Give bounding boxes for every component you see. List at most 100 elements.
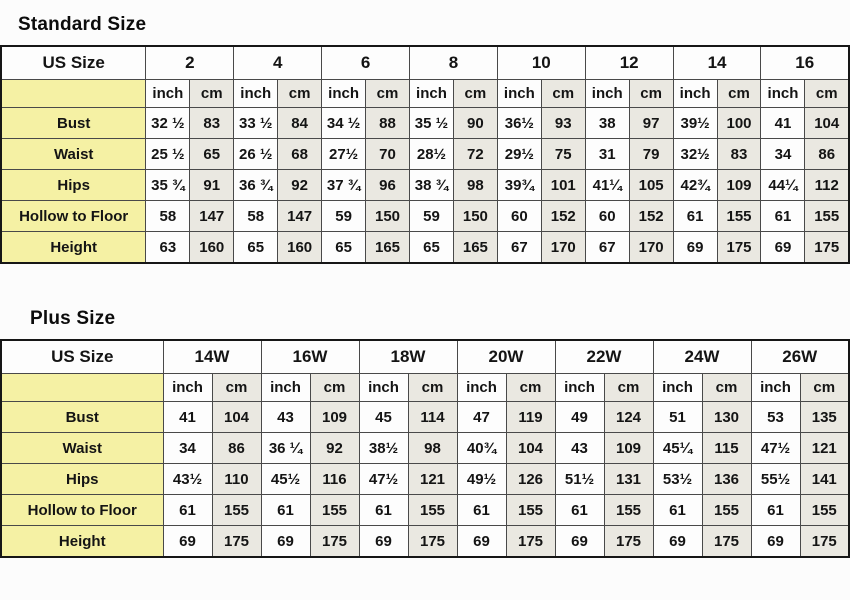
us-size-corner-cell: US Size [0,45,147,80]
unit-inch-header-cell: inch [321,79,367,108]
measurement-label-cell: Hips [0,169,147,201]
inch-value-cell: 61 [456,494,507,526]
inch-value-cell: 51½ [554,463,605,495]
inch-value-cell: 36 ¾ [233,169,279,201]
size-header-cell: 14 [672,45,762,80]
inch-value-cell: 47 [456,401,507,433]
inch-value-cell: 63 [145,231,191,264]
size-header-cell: 16 [760,45,850,80]
inch-value-cell: 32 ½ [145,107,191,139]
cm-value-cell: 104 [804,107,850,139]
inch-value-cell: 65 [408,231,454,264]
unit-cm-header-cell: cm [804,79,850,108]
cm-value-cell: 93 [540,107,586,139]
inch-value-cell: 39¾ [496,169,542,201]
inch-value-cell: 55½ [750,463,801,495]
inch-value-cell: 60 [584,200,630,232]
inch-value-cell: 27½ [321,138,367,170]
cm-value-cell: 170 [628,231,674,264]
cm-value-cell: 91 [189,169,235,201]
unit-inch-header-cell: inch [162,373,213,402]
measurement-row: Hips 43½ 110 45½ 116 47½ 121 49½ 126 51½ 131 53½ 136… [0,463,850,495]
cm-value-cell: 155 [804,200,850,232]
us-size-corner-cell: US Size [0,339,164,374]
measurement-row: Bust 41 104 43 109 45 114 47 119 49 124 51 130 53 135 [0,401,850,433]
cm-value-cell: 170 [540,231,586,264]
cm-value-cell: 175 [603,525,654,558]
size-header-cell: 12 [584,45,674,80]
cm-value-cell: 175 [804,231,850,264]
measurement-label-cell: Hollow to Floor [0,200,147,232]
inch-value-cell: 61 [750,494,801,526]
cm-value-cell: 155 [309,494,360,526]
unit-cm-header-cell: cm [365,79,410,108]
cm-value-cell: 150 [365,200,410,232]
size-header-cell: 10 [496,45,586,80]
cm-value-cell: 109 [309,401,360,433]
inch-value-cell: 69 [652,525,703,558]
inch-value-cell: 44¼ [760,169,806,201]
unit-cm-header-cell: cm [211,373,262,402]
unit-cm-header-cell: cm [505,373,556,402]
unit-inch-header-cell: inch [652,373,703,402]
inch-value-cell: 69 [456,525,507,558]
cm-value-cell: 121 [407,463,458,495]
inch-value-cell: 61 [672,200,718,232]
measurement-row: Hollow to Floor 58 147 58 147 59 150 59 150 60 152… [0,200,850,232]
cm-value-cell: 152 [540,200,586,232]
cm-value-cell: 104 [505,432,556,464]
inch-value-cell: 28½ [408,138,454,170]
cm-value-cell: 175 [309,525,360,558]
plus-size-table: US Size 14W 16W 18W 20W 22W 24W 26W inch cm inch cm… [0,339,850,558]
inch-value-cell: 49 [554,401,605,433]
cm-value-cell: 119 [505,401,556,433]
inch-value-cell: 33 ½ [233,107,279,139]
cm-value-cell: 150 [452,200,498,232]
size-header-cell: 2 [145,45,235,80]
unit-cm-header-cell: cm [277,79,323,108]
unit-inch-header-cell: inch [760,79,806,108]
inch-value-cell: 53 [750,401,801,433]
inch-value-cell: 58 [233,200,279,232]
standard-size-title: Standard Size [18,14,147,35]
size-header-cell: 26W [750,339,850,374]
unit-inch-header-cell: inch [750,373,801,402]
empty-corner-cell [0,373,164,402]
inch-value-cell: 49½ [456,463,507,495]
inch-value-cell: 43 [554,432,605,464]
inch-value-cell: 69 [672,231,718,264]
cm-value-cell: 114 [407,401,458,433]
measurement-label-cell: Bust [0,107,147,139]
cm-value-cell: 97 [628,107,674,139]
cm-value-cell: 79 [628,138,674,170]
inch-value-cell: 61 [358,494,409,526]
unit-header-row: inch cm inch cm inch cm inch cm inch cm inch cm inch… [0,79,850,108]
cm-value-cell: 155 [716,200,762,232]
cm-value-cell: 86 [804,138,850,170]
cm-value-cell: 152 [628,200,674,232]
unit-cm-header-cell: cm [309,373,360,402]
cm-value-cell: 100 [716,107,762,139]
cm-value-cell: 109 [716,169,762,201]
cm-value-cell: 104 [211,401,262,433]
cm-value-cell: 147 [189,200,235,232]
cm-value-cell: 84 [277,107,323,139]
cm-value-cell: 155 [407,494,458,526]
cm-value-cell: 155 [505,494,556,526]
unit-cm-header-cell: cm [540,79,586,108]
inch-value-cell: 61 [554,494,605,526]
unit-cm-header-cell: cm [407,373,458,402]
inch-value-cell: 59 [408,200,454,232]
inch-value-cell: 69 [358,525,409,558]
inch-value-cell: 41¼ [584,169,630,201]
measurement-row: Hollow to Floor 61 155 61 155 61 155 61 155 61 155… [0,494,850,526]
unit-cm-header-cell: cm [628,79,674,108]
cm-value-cell: 165 [452,231,498,264]
measurement-label-cell: Height [0,231,147,264]
inch-value-cell: 43½ [162,463,213,495]
cm-value-cell: 96 [365,169,410,201]
unit-cm-header-cell: cm [452,79,498,108]
unit-inch-header-cell: inch [672,79,718,108]
size-header-cell: 16W [260,339,360,374]
size-header-cell: 22W [554,339,654,374]
